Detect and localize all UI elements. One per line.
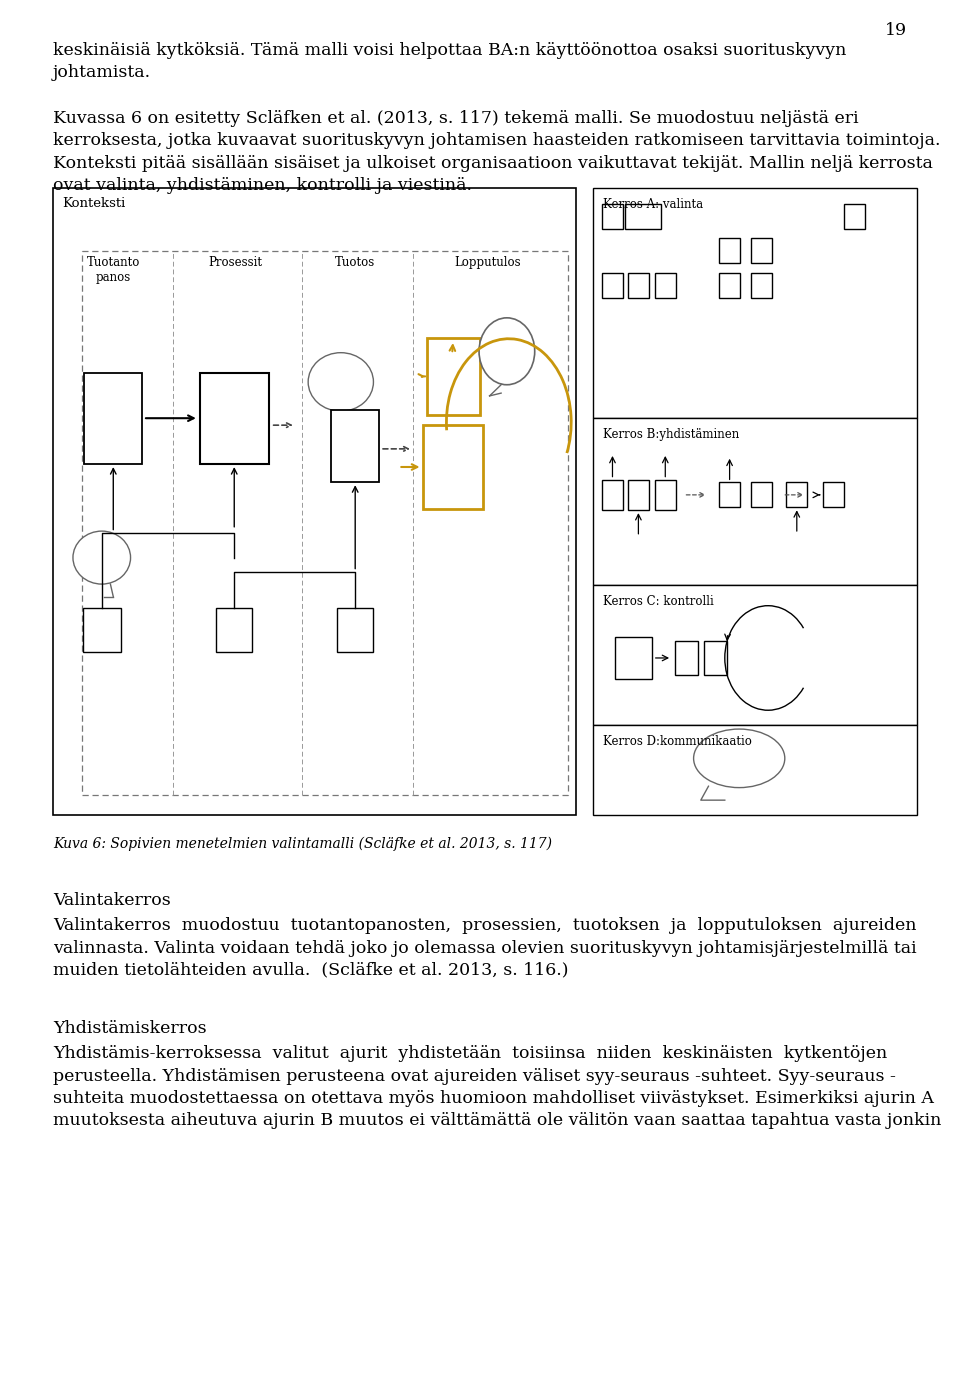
- Text: perusteella. Yhdistämisen perusteena ovat ajureiden väliset syy-seuraus -suhteet: perusteella. Yhdistämisen perusteena ova…: [53, 1068, 896, 1085]
- Bar: [786, 482, 807, 507]
- Ellipse shape: [308, 353, 373, 411]
- Bar: [331, 410, 379, 482]
- Bar: [337, 608, 373, 652]
- Text: muiden tietolähteiden avulla.  (Scläfke et al. 2013, s. 116.): muiden tietolähteiden avulla. (Scläfke e…: [53, 962, 568, 979]
- Bar: [655, 480, 676, 510]
- Text: Kuva 6: Sopivien menetelmien valintamalli (Scläfke et al. 2013, s. 117): Kuva 6: Sopivien menetelmien valintamall…: [53, 836, 552, 850]
- Bar: [602, 204, 623, 229]
- Ellipse shape: [479, 318, 535, 385]
- Bar: [83, 608, 121, 652]
- Bar: [704, 641, 727, 675]
- Text: Prosessit: Prosessit: [208, 256, 262, 269]
- Bar: [602, 273, 623, 298]
- Text: Konteksti pitää sisällään sisäiset ja ulkoiset organisaatioon vaikuttavat tekijä: Konteksti pitää sisällään sisäiset ja ul…: [53, 155, 933, 171]
- Bar: [751, 482, 772, 507]
- Text: Tuotanto
panos: Tuotanto panos: [86, 256, 140, 284]
- Text: johtamista.: johtamista.: [53, 64, 151, 81]
- Text: kerroksesta, jotka kuvaavat suorituskyvyn johtamisen haasteiden ratkomiseen tarv: kerroksesta, jotka kuvaavat suorituskyvy…: [53, 132, 940, 149]
- Text: Kerros C: kontrolli: Kerros C: kontrolli: [603, 595, 713, 608]
- Bar: [625, 204, 661, 229]
- Text: keskinäisiä kytköksiä. Tämä malli voisi helpottaa BA:n käyttöönottoa osaksi suor: keskinäisiä kytköksiä. Tämä malli voisi …: [53, 42, 846, 59]
- Bar: [82, 251, 568, 795]
- Text: valinnasta. Valinta voidaan tehdä joko jo olemassa olevien suorituskyvyn johtami: valinnasta. Valinta voidaan tehdä joko j…: [53, 940, 917, 956]
- Text: Tuotos: Tuotos: [335, 256, 375, 269]
- Text: Valintakerros  muodostuu  tuotantopanosten,  prosessien,  tuotoksen  ja  lopputu: Valintakerros muodostuu tuotantopanosten…: [53, 917, 916, 934]
- Bar: [615, 637, 652, 679]
- Bar: [719, 238, 740, 263]
- Bar: [719, 482, 740, 507]
- Bar: [53, 188, 576, 815]
- Text: muutoksesta aiheutuva ajurin B muutos ei välttämättä ole välitön vaan saattaa ta: muutoksesta aiheutuva ajurin B muutos ei…: [53, 1112, 941, 1129]
- Bar: [823, 482, 844, 507]
- Bar: [675, 641, 698, 675]
- Bar: [422, 425, 483, 509]
- Bar: [426, 339, 480, 415]
- Text: Kuvassa 6 on esitetty Scläfken et al. (2013, s. 117) tekemä malli. Se muodostuu : Kuvassa 6 on esitetty Scläfken et al. (2…: [53, 110, 858, 127]
- Bar: [216, 608, 252, 652]
- Ellipse shape: [693, 729, 785, 788]
- Text: 19: 19: [885, 22, 907, 39]
- Bar: [751, 238, 772, 263]
- Text: Kerros A: valinta: Kerros A: valinta: [603, 198, 703, 210]
- Bar: [84, 374, 142, 463]
- Bar: [628, 273, 649, 298]
- Bar: [719, 273, 740, 298]
- Bar: [655, 273, 676, 298]
- Bar: [751, 273, 772, 298]
- Text: Lopputulos: Lopputulos: [454, 256, 521, 269]
- Bar: [593, 418, 917, 585]
- Bar: [200, 374, 269, 463]
- Bar: [593, 188, 917, 418]
- Text: Kerros D:kommunikaatio: Kerros D:kommunikaatio: [603, 735, 752, 747]
- Text: ovat valinta, yhdistäminen, kontrolli ja viestinä.: ovat valinta, yhdistäminen, kontrolli ja…: [53, 177, 471, 194]
- Bar: [844, 204, 865, 229]
- Text: Valintakerros: Valintakerros: [53, 892, 171, 909]
- Text: Yhdistämiskerros: Yhdistämiskerros: [53, 1020, 206, 1037]
- Text: suhteita muodostettaessa on otettava myös huomioon mahdolliset viivästykset. Esi: suhteita muodostettaessa on otettava myö…: [53, 1090, 934, 1107]
- Text: Kerros B:yhdistäminen: Kerros B:yhdistäminen: [603, 428, 739, 441]
- Text: Yhdistämis-kerroksessa  valitut  ajurit  yhdistetään  toisiinsa  niiden  keskinä: Yhdistämis-kerroksessa valitut ajurit yh…: [53, 1046, 887, 1062]
- Ellipse shape: [73, 531, 131, 584]
- Bar: [628, 480, 649, 510]
- Bar: [593, 725, 917, 815]
- Text: Konteksti: Konteksti: [62, 197, 126, 209]
- Bar: [593, 585, 917, 725]
- Bar: [602, 480, 623, 510]
